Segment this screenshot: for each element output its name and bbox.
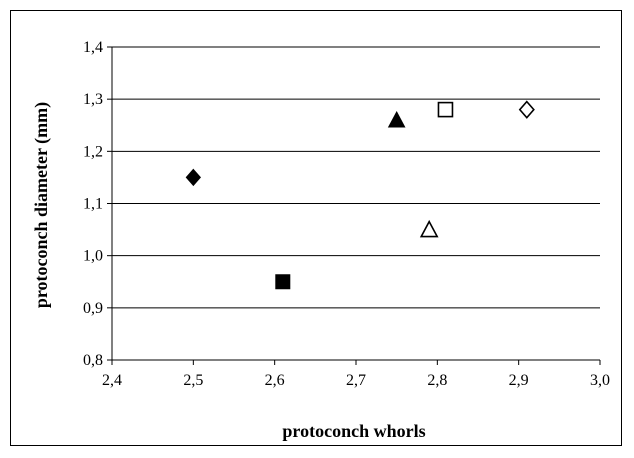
axes [107,46,601,365]
x-tick-label: 2,8 [427,372,447,389]
data-point-diamond-filled [185,168,201,187]
y-tick-label: 1,4 [83,39,103,56]
x-tick-label: 2,4 [102,372,122,389]
y-tick-label: 0,8 [83,352,103,369]
y-tick-label: 1,1 [83,196,103,213]
grid-lines [112,46,600,309]
y-tick-label: 1,2 [83,143,103,160]
x-tick-label: 2,9 [509,372,529,389]
data-point-square-open [437,101,454,118]
x-axis-title: protoconch whorls [282,421,425,441]
data-point-triangle-filled [387,110,406,128]
data-points [185,100,535,290]
x-tick-label: 2,5 [183,372,203,389]
y-axis-title: protoconch diameter (mm) [31,102,52,308]
data-point-square-filled [275,274,291,290]
data-point-triangle-open [419,219,439,238]
y-tick-label: 1,0 [83,248,103,265]
y-tick-label: 0,9 [83,300,103,317]
tick-labels: 0,8 0,9 1,0 1,1 1,2 1,3 1,4 2,4 2,5 2,6 2,7 2,8 2,9 3… [83,39,610,389]
x-tick-label: 2,7 [346,372,366,389]
x-tick-label: 2,6 [265,372,285,389]
data-point-diamond-open [518,100,535,119]
x-tick-label: 3,0 [590,372,610,389]
y-tick-label: 1,3 [83,91,103,108]
